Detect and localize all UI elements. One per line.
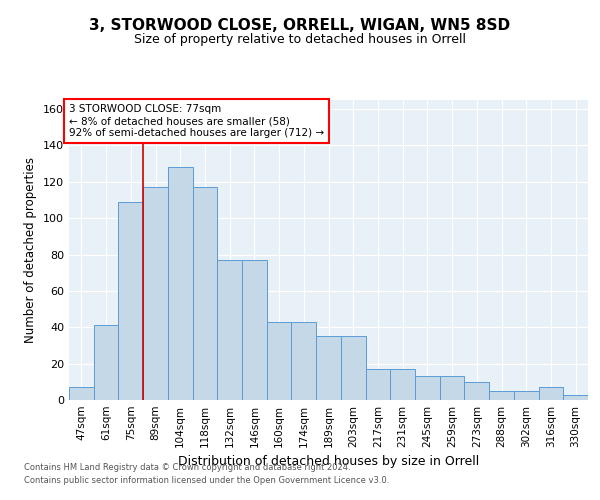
Bar [415, 376, 440, 400]
Text: Contains public sector information licensed under the Open Government Licence v3: Contains public sector information licen… [24, 476, 389, 485]
Bar [464, 382, 489, 400]
Bar [193, 188, 217, 400]
Bar [69, 388, 94, 400]
Bar [341, 336, 365, 400]
Bar [563, 394, 588, 400]
Bar [118, 202, 143, 400]
Y-axis label: Number of detached properties: Number of detached properties [25, 157, 37, 343]
Bar [390, 369, 415, 400]
Bar [440, 376, 464, 400]
Bar [539, 388, 563, 400]
Bar [267, 322, 292, 400]
Bar [365, 369, 390, 400]
Bar [514, 391, 539, 400]
Text: Contains HM Land Registry data © Crown copyright and database right 2024.: Contains HM Land Registry data © Crown c… [24, 464, 350, 472]
Bar [143, 188, 168, 400]
Text: 3, STORWOOD CLOSE, ORRELL, WIGAN, WN5 8SD: 3, STORWOOD CLOSE, ORRELL, WIGAN, WN5 8S… [89, 18, 511, 32]
Bar [217, 260, 242, 400]
Bar [316, 336, 341, 400]
Bar [242, 260, 267, 400]
X-axis label: Distribution of detached houses by size in Orrell: Distribution of detached houses by size … [178, 456, 479, 468]
Bar [292, 322, 316, 400]
Bar [94, 326, 118, 400]
Bar [168, 168, 193, 400]
Text: 3 STORWOOD CLOSE: 77sqm
← 8% of detached houses are smaller (58)
92% of semi-det: 3 STORWOOD CLOSE: 77sqm ← 8% of detached… [69, 104, 324, 138]
Text: Size of property relative to detached houses in Orrell: Size of property relative to detached ho… [134, 32, 466, 46]
Bar [489, 391, 514, 400]
